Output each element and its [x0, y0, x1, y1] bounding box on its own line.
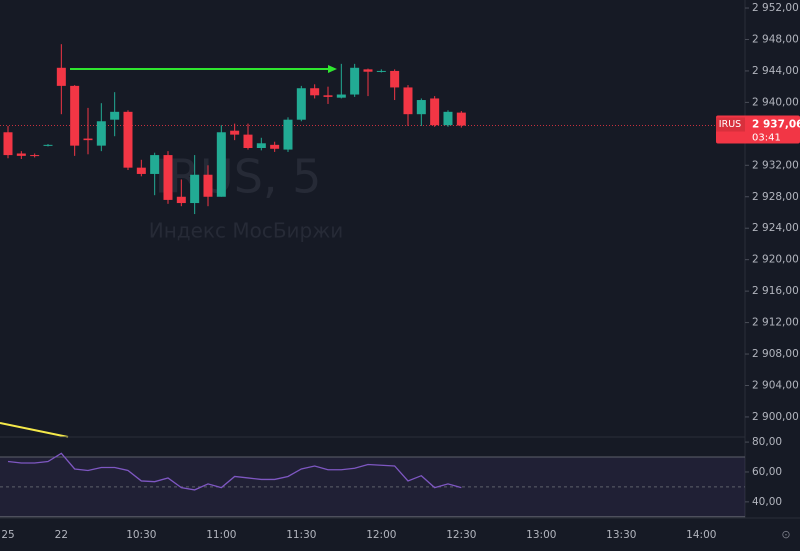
settings-icon[interactable]: ⊙ [781, 528, 790, 541]
candle-body [110, 111, 120, 120]
x-tick-label: 13:30 [606, 529, 636, 541]
candle-body [30, 155, 40, 157]
y-tick-label: 2 916,00 [752, 285, 799, 297]
candle-body [56, 67, 66, 86]
candle-body [283, 119, 293, 150]
y-tick-label: 2 920,00 [752, 254, 799, 266]
candle-body [96, 121, 106, 146]
y-tick-label: 2 924,00 [752, 222, 799, 234]
indicator-tick-label: 60,00 [752, 466, 782, 478]
candle-body [350, 67, 360, 95]
watermark-subtitle: Индекс МосБиржи [149, 219, 344, 243]
candle-body [216, 132, 226, 197]
y-tick-label: 2 900,00 [752, 411, 799, 423]
y-tick-label: 2 928,00 [752, 191, 799, 203]
x-tick-label: 14:00 [686, 529, 716, 541]
plot: 2 900,00 2 904,00 2 908,00 2 912,00 2 916,00… [0, 2, 800, 541]
candle-body [123, 111, 133, 168]
candle-body [296, 88, 306, 120]
candle-body [256, 143, 266, 148]
y-tick-label: 2 908,00 [752, 348, 799, 360]
candle-body [83, 138, 93, 141]
y-tick-label: 2 940,00 [752, 96, 799, 108]
y-tick-label: 2 904,00 [752, 379, 799, 391]
symbol-label-bg [716, 117, 745, 132]
x-tick-label: 11:30 [286, 529, 316, 541]
candle-body [430, 98, 440, 126]
candle-body [230, 130, 240, 135]
x-tick-label: 10:30 [126, 529, 156, 541]
candle-body [390, 70, 400, 88]
candle-body [16, 153, 26, 156]
candle-body [363, 69, 373, 72]
candle-body [416, 100, 426, 115]
x-tick-label: 13:00 [526, 529, 556, 541]
candle-body [310, 88, 320, 96]
candle-body [70, 85, 80, 146]
x-tick-label: 25 [1, 529, 14, 541]
candle-body [243, 134, 253, 148]
arrow-head [328, 65, 337, 73]
candle-body [336, 94, 346, 98]
candle-body [403, 87, 413, 115]
y-tick-label: 2 944,00 [752, 65, 799, 77]
y-tick-label: 2 932,00 [752, 159, 799, 171]
candle-body [443, 111, 453, 126]
candle-body [190, 174, 200, 204]
candle-body [136, 167, 146, 174]
candle-body [43, 144, 53, 146]
y-tick-label: 2 948,00 [752, 33, 799, 45]
indicator-tick-label: 40,00 [752, 496, 782, 508]
indicator-line [7, 452, 462, 491]
moving-average [0, 422, 69, 438]
x-tick-label: 12:30 [446, 529, 476, 541]
candle-body [3, 132, 13, 156]
x-tick-label: 12:00 [366, 529, 396, 541]
watermark: IRUS, 5 [155, 150, 322, 204]
x-tick-label: 11:00 [206, 529, 236, 541]
candle-body [270, 144, 280, 149]
indicator-tick-label: 80,00 [752, 436, 782, 448]
candle-body [150, 155, 160, 174]
candle-body [203, 174, 213, 197]
candle-body [456, 112, 466, 126]
y-tick-label: 2 912,00 [752, 317, 799, 329]
countdown-label: 03:41 [752, 133, 781, 144]
candle-body [176, 196, 186, 204]
symbol-label: IRUS [719, 119, 741, 130]
candle-body [376, 70, 386, 72]
y-tick-label: 2 952,00 [752, 2, 799, 14]
x-tick-label: 22 [55, 529, 68, 541]
candle-body [163, 155, 173, 200]
last-price-label: 2 937,06 [752, 119, 800, 131]
candle-body [323, 95, 333, 97]
